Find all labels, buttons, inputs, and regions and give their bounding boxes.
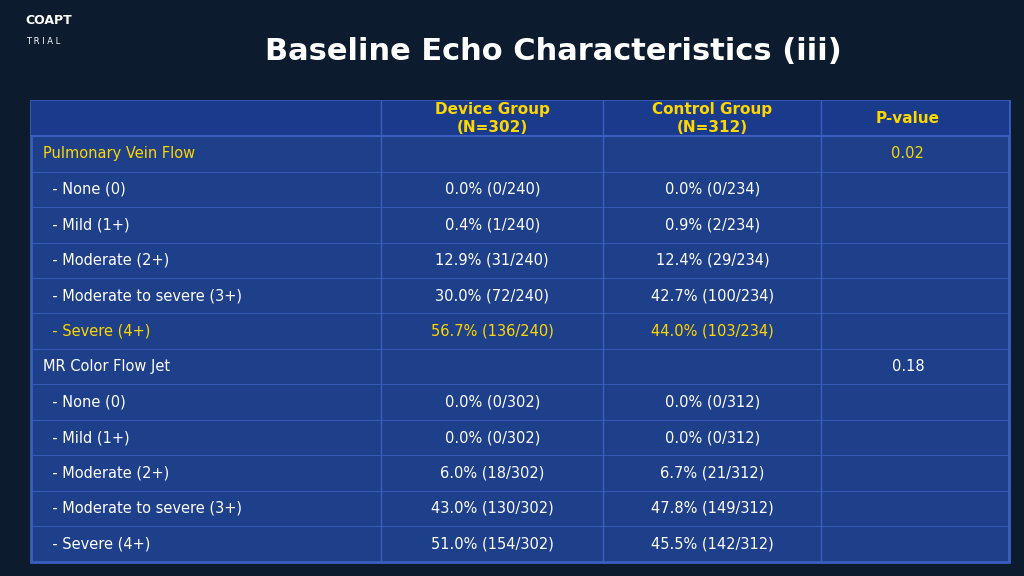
Text: 0.02: 0.02 xyxy=(892,146,925,161)
Text: - None (0): - None (0) xyxy=(43,182,126,197)
Text: 0.0% (0/302): 0.0% (0/302) xyxy=(444,395,540,410)
Text: Baseline Echo Characteristics (iii): Baseline Echo Characteristics (iii) xyxy=(264,37,842,66)
Text: 45.5% (142/312): 45.5% (142/312) xyxy=(651,536,774,551)
Text: Device Group
(N=302): Device Group (N=302) xyxy=(435,102,550,135)
Text: 0.0% (0/312): 0.0% (0/312) xyxy=(665,395,760,410)
Text: - Mild (1+): - Mild (1+) xyxy=(43,430,130,445)
Text: - Severe (4+): - Severe (4+) xyxy=(43,324,151,339)
Text: 0.0% (0/302): 0.0% (0/302) xyxy=(444,430,540,445)
Text: 30.0% (72/240): 30.0% (72/240) xyxy=(435,288,549,303)
Text: 6.0% (18/302): 6.0% (18/302) xyxy=(440,465,545,480)
FancyBboxPatch shape xyxy=(31,101,1009,137)
Text: COAPT: COAPT xyxy=(26,14,73,28)
FancyBboxPatch shape xyxy=(31,101,1009,562)
Text: - None (0): - None (0) xyxy=(43,395,126,410)
Text: 51.0% (154/302): 51.0% (154/302) xyxy=(431,536,554,551)
Text: T R I A L: T R I A L xyxy=(26,37,59,47)
Text: 0.0% (0/234): 0.0% (0/234) xyxy=(665,182,760,197)
Text: - Moderate to severe (3+): - Moderate to severe (3+) xyxy=(43,288,242,303)
Text: - Moderate (2+): - Moderate (2+) xyxy=(43,253,169,268)
Text: 43.0% (130/302): 43.0% (130/302) xyxy=(431,501,554,516)
Text: 47.8% (149/312): 47.8% (149/312) xyxy=(651,501,774,516)
Text: MR Color Flow Jet: MR Color Flow Jet xyxy=(43,359,170,374)
Text: 0.0% (0/240): 0.0% (0/240) xyxy=(444,182,540,197)
Text: 42.7% (100/234): 42.7% (100/234) xyxy=(651,288,774,303)
Text: Control Group
(N=312): Control Group (N=312) xyxy=(652,102,772,135)
Text: 44.0% (103/234): 44.0% (103/234) xyxy=(651,324,774,339)
Text: 56.7% (136/240): 56.7% (136/240) xyxy=(431,324,554,339)
Text: Pulmonary Vein Flow: Pulmonary Vein Flow xyxy=(43,146,196,161)
Text: 0.4% (1/240): 0.4% (1/240) xyxy=(444,217,540,232)
Text: 12.9% (31/240): 12.9% (31/240) xyxy=(435,253,549,268)
Text: - Moderate to severe (3+): - Moderate to severe (3+) xyxy=(43,501,242,516)
Text: 6.7% (21/312): 6.7% (21/312) xyxy=(660,465,765,480)
Text: - Moderate (2+): - Moderate (2+) xyxy=(43,465,169,480)
Text: 0.18: 0.18 xyxy=(892,359,925,374)
Text: - Mild (1+): - Mild (1+) xyxy=(43,217,130,232)
Text: 12.4% (29/234): 12.4% (29/234) xyxy=(655,253,769,268)
Text: P-value: P-value xyxy=(876,111,940,126)
Text: 0.0% (0/312): 0.0% (0/312) xyxy=(665,430,760,445)
Text: - Severe (4+): - Severe (4+) xyxy=(43,536,151,551)
Text: 0.9% (2/234): 0.9% (2/234) xyxy=(665,217,760,232)
